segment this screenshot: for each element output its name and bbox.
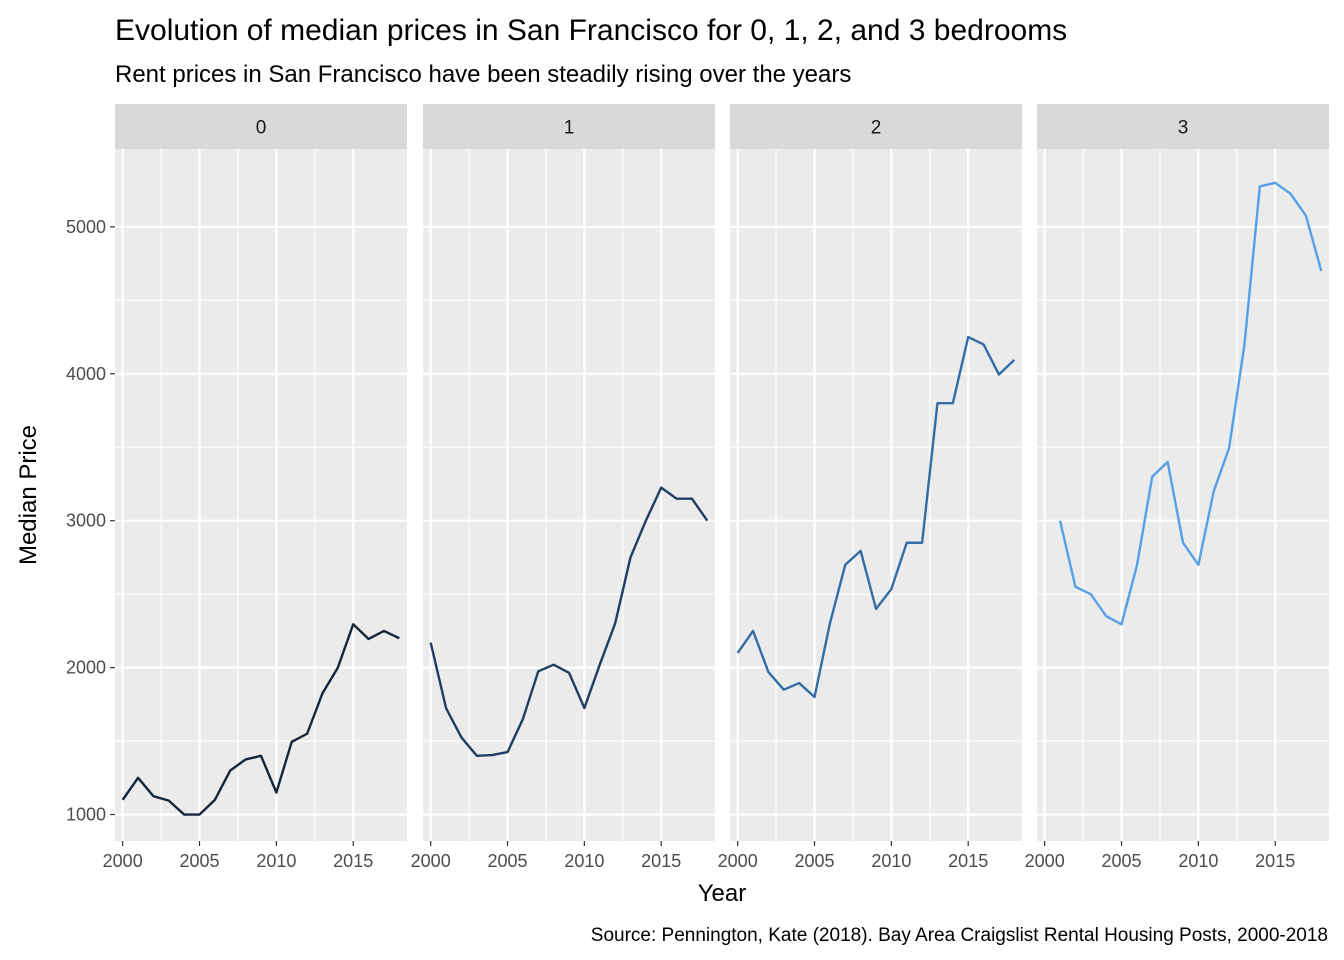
facet-strip-label: 3 xyxy=(1178,118,1189,139)
x-tick-label: 2000 xyxy=(411,851,451,871)
x-tick-label: 2000 xyxy=(1025,851,1065,871)
facet-strip-label: 0 xyxy=(256,118,267,139)
x-tick-label: 2010 xyxy=(564,851,604,871)
facet-strip xyxy=(115,104,407,149)
y-tick-label: 1000 xyxy=(66,805,106,825)
series-line-1 xyxy=(429,486,709,757)
facet-panel-0: 0 2000 2005 2010 2015 xyxy=(103,104,407,871)
facet-panel-3: 3 2000 2005 2010 2015 xyxy=(1025,104,1329,871)
y-tick-label: 4000 xyxy=(66,364,106,384)
y-axis: 1000 2000 3000 4000 5000 xyxy=(66,217,115,825)
facet-panel-2: 2 2000 2005 2010 2015 xyxy=(718,104,1022,871)
x-tick-label: 2005 xyxy=(180,851,220,871)
y-axis-title: Median Price xyxy=(15,425,42,565)
y-tick-label: 3000 xyxy=(66,511,106,531)
chart-subtitle: Rent prices in San Francisco have been s… xyxy=(115,61,851,88)
facet-strip xyxy=(423,104,715,149)
series-line-0 xyxy=(121,623,400,816)
x-axis-title: Year xyxy=(698,880,747,907)
x-tick-label: 2015 xyxy=(641,851,681,871)
panel-background xyxy=(730,149,1022,841)
x-tick-label: 2015 xyxy=(333,851,373,871)
panel-background xyxy=(115,149,407,841)
series-line-2 xyxy=(736,335,1016,699)
x-tick-label: 2000 xyxy=(103,851,143,871)
chart-title: Evolution of median prices in San Franci… xyxy=(115,14,1067,47)
panel-background xyxy=(1037,149,1329,841)
x-tick-label: 2015 xyxy=(948,851,988,871)
x-tick-label: 2000 xyxy=(718,851,758,871)
facet-strip xyxy=(1037,104,1329,149)
facet-panel-1: 1 2000 2005 2010 2015 xyxy=(411,104,715,871)
x-tick-label: 2005 xyxy=(1102,851,1142,871)
x-tick-label: 2010 xyxy=(1178,851,1218,871)
y-tick-label: 2000 xyxy=(66,658,106,678)
facet-strip-label: 2 xyxy=(871,118,882,139)
facet-strip-label: 1 xyxy=(564,118,575,139)
x-tick-label: 2005 xyxy=(795,851,835,871)
x-tick-label: 2015 xyxy=(1255,851,1295,871)
x-tick-label: 2005 xyxy=(488,851,528,871)
x-tick-label: 2010 xyxy=(871,851,911,871)
panel-background xyxy=(423,149,715,841)
series-line-3 xyxy=(1058,181,1323,626)
facet-strip xyxy=(730,104,1022,149)
y-tick-label: 5000 xyxy=(66,217,106,237)
x-tick-label: 2010 xyxy=(256,851,296,871)
chart-caption: Source: Pennington, Kate (2018). Bay Are… xyxy=(591,925,1328,946)
